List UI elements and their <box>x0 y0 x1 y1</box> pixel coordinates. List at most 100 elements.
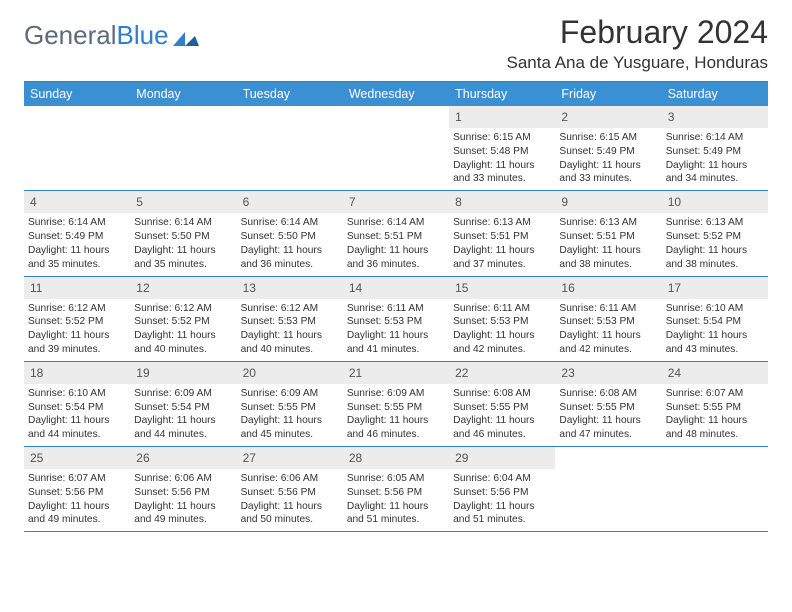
sunrise-line: Sunrise: 6:11 AM <box>453 302 551 316</box>
sunset-line: Sunset: 5:55 PM <box>666 401 764 415</box>
day-cell: 13Sunrise: 6:12 AMSunset: 5:53 PMDayligh… <box>237 277 343 361</box>
day-cell: 11Sunrise: 6:12 AMSunset: 5:52 PMDayligh… <box>24 277 130 361</box>
sunrise-line: Sunrise: 6:14 AM <box>347 216 445 230</box>
day-number: 16 <box>555 277 661 299</box>
day-number: 1 <box>449 106 555 128</box>
sunset-line: Sunset: 5:56 PM <box>347 486 445 500</box>
daylight-line: Daylight: 11 hours and 48 minutes. <box>666 414 764 442</box>
daylight-line: Daylight: 11 hours and 45 minutes. <box>241 414 339 442</box>
day-cell: 29Sunrise: 6:04 AMSunset: 5:56 PMDayligh… <box>449 447 555 531</box>
sunrise-line: Sunrise: 6:14 AM <box>666 131 764 145</box>
day-cell: 5Sunrise: 6:14 AMSunset: 5:50 PMDaylight… <box>130 191 236 275</box>
sunrise-line: Sunrise: 6:13 AM <box>666 216 764 230</box>
day-number: 4 <box>24 191 130 213</box>
logo-text-2: Blue <box>117 20 169 51</box>
day-cell: 3 Sunrise: 6:14 AMSunset: 5:49 PMDaylight… <box>662 106 768 190</box>
dow-label: Friday <box>555 82 661 106</box>
sunrise-line: Sunrise: 6:08 AM <box>559 387 657 401</box>
day-number: 23 <box>555 362 661 384</box>
sunset-line: Sunset: 5:53 PM <box>559 315 657 329</box>
calendar: SundayMondayTuesdayWednesdayThursdayFrid… <box>24 81 768 532</box>
sunset-line: Sunset: 5:51 PM <box>559 230 657 244</box>
sunrise-line: Sunrise: 6:12 AM <box>241 302 339 316</box>
day-number: 14 <box>343 277 449 299</box>
sunset-line: Sunset: 5:52 PM <box>666 230 764 244</box>
daylight-line: Daylight: 11 hours and 51 minutes. <box>453 500 551 528</box>
day-cell: 17Sunrise: 6:10 AMSunset: 5:54 PMDayligh… <box>662 277 768 361</box>
daylight-line: Daylight: 11 hours and 42 minutes. <box>453 329 551 357</box>
day-number: 3 <box>662 106 768 128</box>
daylight-line: Daylight: 11 hours and 50 minutes. <box>241 500 339 528</box>
day-cell: 6Sunrise: 6:14 AMSunset: 5:50 PMDaylight… <box>237 191 343 275</box>
sunrise-line: Sunrise: 6:08 AM <box>453 387 551 401</box>
daylight-line: Daylight: 11 hours and 38 minutes. <box>559 244 657 272</box>
calendar-page: GeneralBlue February 2024 Santa Ana de Y… <box>0 0 792 546</box>
day-cell <box>237 106 343 190</box>
daylight-line: Daylight: 11 hours and 33 minutes. <box>559 159 657 187</box>
day-number: 27 <box>237 447 343 469</box>
sunset-line: Sunset: 5:55 PM <box>453 401 551 415</box>
daylight-line: Daylight: 11 hours and 35 minutes. <box>28 244 126 272</box>
title-block: February 2024 Santa Ana de Yusguare, Hon… <box>507 14 769 73</box>
sunrise-line: Sunrise: 6:07 AM <box>666 387 764 401</box>
sunrise-line: Sunrise: 6:09 AM <box>241 387 339 401</box>
daylight-line: Daylight: 11 hours and 44 minutes. <box>134 414 232 442</box>
day-cell: 20Sunrise: 6:09 AMSunset: 5:55 PMDayligh… <box>237 362 343 446</box>
daylight-line: Daylight: 11 hours and 34 minutes. <box>666 159 764 187</box>
sunrise-line: Sunrise: 6:11 AM <box>347 302 445 316</box>
day-number: 8 <box>449 191 555 213</box>
sunset-line: Sunset: 5:52 PM <box>134 315 232 329</box>
sunset-line: Sunset: 5:49 PM <box>666 145 764 159</box>
sunrise-line: Sunrise: 6:07 AM <box>28 472 126 486</box>
daylight-line: Daylight: 11 hours and 44 minutes. <box>28 414 126 442</box>
day-number: 9 <box>555 191 661 213</box>
day-number: 29 <box>449 447 555 469</box>
day-cell <box>343 106 449 190</box>
dow-label: Wednesday <box>343 82 449 106</box>
sunset-line: Sunset: 5:54 PM <box>134 401 232 415</box>
day-number: 25 <box>24 447 130 469</box>
day-number: 19 <box>130 362 236 384</box>
day-number: 21 <box>343 362 449 384</box>
sunrise-line: Sunrise: 6:09 AM <box>134 387 232 401</box>
sunrise-line: Sunrise: 6:14 AM <box>241 216 339 230</box>
logo-icon <box>171 24 201 44</box>
sunrise-line: Sunrise: 6:11 AM <box>559 302 657 316</box>
dow-label: Monday <box>130 82 236 106</box>
sunrise-line: Sunrise: 6:14 AM <box>134 216 232 230</box>
sunset-line: Sunset: 5:49 PM <box>559 145 657 159</box>
day-cell: 27Sunrise: 6:06 AMSunset: 5:56 PMDayligh… <box>237 447 343 531</box>
daylight-line: Daylight: 11 hours and 42 minutes. <box>559 329 657 357</box>
day-cell: 24Sunrise: 6:07 AMSunset: 5:55 PMDayligh… <box>662 362 768 446</box>
daylight-line: Daylight: 11 hours and 36 minutes. <box>347 244 445 272</box>
day-cell: 25Sunrise: 6:07 AMSunset: 5:56 PMDayligh… <box>24 447 130 531</box>
day-cell: 21Sunrise: 6:09 AMSunset: 5:55 PMDayligh… <box>343 362 449 446</box>
day-cell: 2Sunrise: 6:15 AMSunset: 5:49 PMDaylight… <box>555 106 661 190</box>
day-cell: 28Sunrise: 6:05 AMSunset: 5:56 PMDayligh… <box>343 447 449 531</box>
daylight-line: Daylight: 11 hours and 46 minutes. <box>453 414 551 442</box>
dow-label: Saturday <box>662 82 768 106</box>
day-number: 11 <box>24 277 130 299</box>
sunset-line: Sunset: 5:54 PM <box>28 401 126 415</box>
day-number: 26 <box>130 447 236 469</box>
day-cell: 14Sunrise: 6:11 AMSunset: 5:53 PMDayligh… <box>343 277 449 361</box>
sunset-line: Sunset: 5:56 PM <box>453 486 551 500</box>
day-number: 6 <box>237 191 343 213</box>
week-row: 25Sunrise: 6:07 AMSunset: 5:56 PMDayligh… <box>24 447 768 532</box>
day-of-week-row: SundayMondayTuesdayWednesdayThursdayFrid… <box>24 82 768 106</box>
header: GeneralBlue February 2024 Santa Ana de Y… <box>24 14 768 73</box>
day-number: 28 <box>343 447 449 469</box>
day-number: 15 <box>449 277 555 299</box>
sunrise-line: Sunrise: 6:10 AM <box>28 387 126 401</box>
day-cell: 9 Sunrise: 6:13 AMSunset: 5:51 PMDaylight… <box>555 191 661 275</box>
sunset-line: Sunset: 5:50 PM <box>134 230 232 244</box>
sunrise-line: Sunrise: 6:13 AM <box>559 216 657 230</box>
sunset-line: Sunset: 5:49 PM <box>28 230 126 244</box>
day-number: 10 <box>662 191 768 213</box>
day-cell: 7Sunrise: 6:14 AMSunset: 5:51 PMDaylight… <box>343 191 449 275</box>
day-cell: 26Sunrise: 6:06 AMSunset: 5:56 PMDayligh… <box>130 447 236 531</box>
logo: GeneralBlue <box>24 14 201 51</box>
sunrise-line: Sunrise: 6:09 AM <box>347 387 445 401</box>
daylight-line: Daylight: 11 hours and 38 minutes. <box>666 244 764 272</box>
day-cell: 23Sunrise: 6:08 AMSunset: 5:55 PMDayligh… <box>555 362 661 446</box>
